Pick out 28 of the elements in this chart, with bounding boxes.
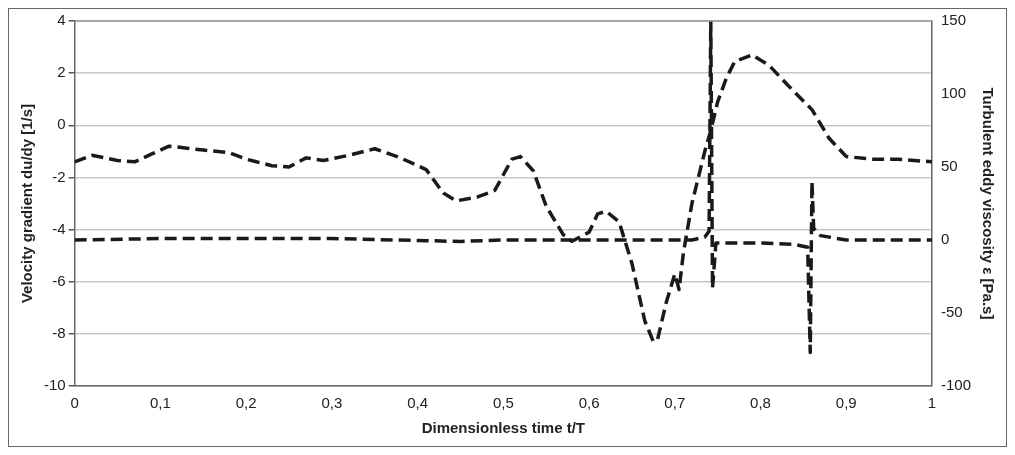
y-tick-label: -2 (52, 167, 66, 185)
x-tick-label: 0,3 (321, 394, 343, 412)
y2-tick-label: -50 (940, 303, 963, 321)
x-tick-label: 0 (70, 394, 79, 412)
x-tick-label: 0,1 (149, 394, 171, 412)
x-tick-label: 0,5 (492, 394, 514, 412)
y2-tick-label: -100 (940, 376, 972, 394)
y-tick-label: -6 (52, 271, 66, 289)
y-axis-title: Velocity gradient du/dy [1/s] (18, 103, 36, 304)
x-tick-label: 0,9 (835, 394, 857, 412)
y-tick-label: 4 (57, 11, 66, 29)
y2-tick-label: 50 (940, 157, 958, 175)
x-tick-label: 1 (927, 394, 937, 412)
y-tick-label: 2 (57, 63, 66, 81)
x-tick-label: 0,6 (578, 394, 600, 412)
y2-tick-label: 150 (940, 11, 967, 29)
y-tick-label: -4 (52, 219, 66, 237)
y2-axis-title: Turbulent eddy viscosity ε [Pa.s] (979, 87, 997, 320)
x-tick-label: 0,2 (235, 394, 257, 412)
x-tick-label: 0,8 (750, 394, 771, 412)
x-axis-title: Dimensionless time t/T (421, 419, 586, 437)
y-tick-label: 0 (57, 115, 66, 133)
y2-tick-label: 0 (940, 230, 950, 248)
x-tick-label: 0,7 (664, 394, 686, 412)
y2-tick-label: 100 (940, 84, 967, 102)
y-tick-label: -10 (43, 376, 66, 394)
y-tick-label: -8 (52, 324, 66, 341)
x-tick-label: 0,4 (407, 394, 429, 412)
